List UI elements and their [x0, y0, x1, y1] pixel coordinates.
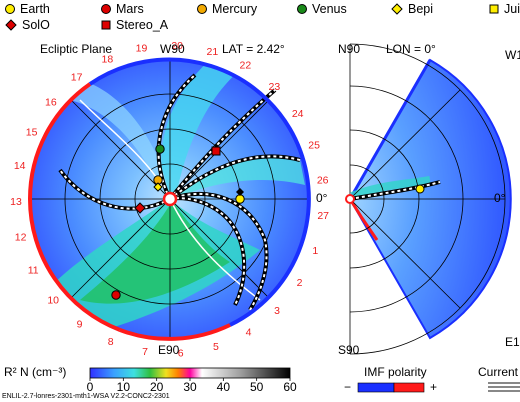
venus-circle-icon — [297, 4, 307, 14]
imf-plus-label: + — [430, 380, 438, 394]
legend-stereo-a: Stereo_A — [100, 18, 168, 32]
rim-tick-label: 4 — [246, 327, 252, 339]
meridional-right-label: 0° — [494, 191, 506, 205]
rim-tick-label: 25 — [308, 140, 320, 152]
imf-spirals — [58, 73, 301, 312]
meridional-earth-marker — [415, 184, 425, 194]
legend-solo: SolO — [4, 18, 50, 32]
rim-tick-label: 23 — [269, 81, 281, 93]
rim-tick-label: 18 — [102, 53, 114, 65]
rim-tick-label: 8 — [108, 336, 114, 348]
legend-mercury: Mercury — [196, 2, 257, 16]
mercury-circle-icon — [197, 4, 207, 14]
rim-tick-label: 16 — [45, 96, 57, 108]
rim-tick-label: 20 — [171, 40, 183, 52]
mars-circle-icon — [101, 4, 111, 14]
colorbar-title: R² N (cm⁻³) — [4, 365, 67, 379]
legend-mars: Mars — [100, 2, 144, 16]
venus-marker — [155, 144, 165, 154]
rim-tick-label: 10 — [47, 294, 59, 306]
stereo-a-square-icon — [101, 20, 111, 30]
mars-marker — [111, 290, 121, 300]
colorbar-tick-label: 30 — [183, 380, 197, 394]
rim-tick-label: 15 — [26, 127, 38, 139]
legend-bepi: Bepi — [390, 2, 433, 16]
ecliptic-bottom-label: E90 — [158, 343, 180, 357]
legend-venus: Venus — [296, 2, 347, 16]
rim-tick-label: 6 — [178, 348, 184, 360]
meridional-plane-panel — [345, 43, 512, 355]
meridional-sun-marker — [345, 194, 355, 204]
ecliptic-top-label: W90 — [160, 42, 185, 56]
rim-tick-label: 3 — [274, 305, 280, 317]
rim-tick-label: 1 — [312, 245, 318, 257]
body-legend: Earth Mars Mercury Venus Bepi Jui SolO S… — [0, 0, 520, 36]
imf-minus-label: − — [344, 380, 352, 394]
rim-tick-label: 13 — [10, 196, 22, 208]
colorbar-tick-label: 40 — [216, 380, 230, 394]
planet-markers — [111, 144, 245, 300]
rim-tick-label: 12 — [15, 231, 27, 243]
bepi-diamond-icon — [391, 3, 403, 15]
legend-juice: Jui — [488, 2, 520, 16]
meridional-edge-top: W1 — [505, 48, 520, 62]
meridional-top-label: N90 — [338, 42, 361, 56]
meridional-bottom-label: S90 — [338, 343, 360, 357]
rim-tick-label: 2 — [297, 277, 303, 289]
ecliptic-right-label: 0° — [316, 191, 328, 205]
rim-tick-label: 24 — [292, 108, 304, 120]
rim-tick-label: 19 — [136, 43, 148, 55]
rim-tick-label: 26 — [317, 174, 329, 186]
rim-tick-label: 11 — [28, 265, 39, 277]
rim-tick-label: 5 — [213, 341, 219, 353]
ecliptic-rim-polarity — [27, 57, 311, 341]
juice-marker — [236, 188, 244, 196]
ecliptic-lat-label: LAT = 2.42° — [222, 42, 285, 56]
solo-marker — [134, 202, 146, 214]
earth-marker — [235, 194, 245, 204]
colorbar-tick-label: 60 — [283, 380, 297, 394]
colorbar-tick-label: 10 — [116, 380, 130, 394]
current-sheet-symbol — [488, 382, 520, 392]
rim-tick-label: 17 — [71, 72, 83, 84]
imf-polarity-title: IMF polarity — [364, 365, 427, 379]
meridional-lon-label: LON = 0° — [386, 42, 436, 56]
current-sheet-label: Current — [478, 365, 519, 379]
colorbar-tick-label: 50 — [249, 380, 264, 394]
ecliptic-title: Ecliptic Plane — [40, 42, 113, 56]
sun-marker — [162, 191, 178, 207]
colorbar-gradient — [89, 367, 291, 379]
stereo-a-marker — [211, 146, 221, 156]
colorbar-tick-label: 20 — [149, 380, 164, 394]
meridional-edge-bottom: E1 — [505, 335, 520, 349]
imf-polarity-bar — [357, 382, 425, 393]
model-footer: ENLIL-2.7-lonres-2301-mth1-WSA V2.2-CONC… — [2, 393, 170, 400]
rim-tick-label: 9 — [77, 319, 83, 331]
rim-tick-label: 27 — [317, 210, 329, 222]
colorbar-tick-label: 0 — [86, 380, 94, 394]
rim-tick-label: 14 — [14, 160, 26, 172]
legend-earth: Earth — [4, 2, 50, 16]
solo-diamond-icon — [5, 19, 17, 31]
rim-tick-label: 22 — [240, 60, 252, 72]
earth-circle-icon — [5, 4, 15, 14]
rim-tick-label: 7 — [142, 346, 148, 358]
density-colorbar — [89, 367, 291, 381]
bepi-marker — [153, 182, 163, 192]
rim-tick-label: 21 — [207, 46, 219, 58]
juice-square-icon — [489, 4, 499, 14]
